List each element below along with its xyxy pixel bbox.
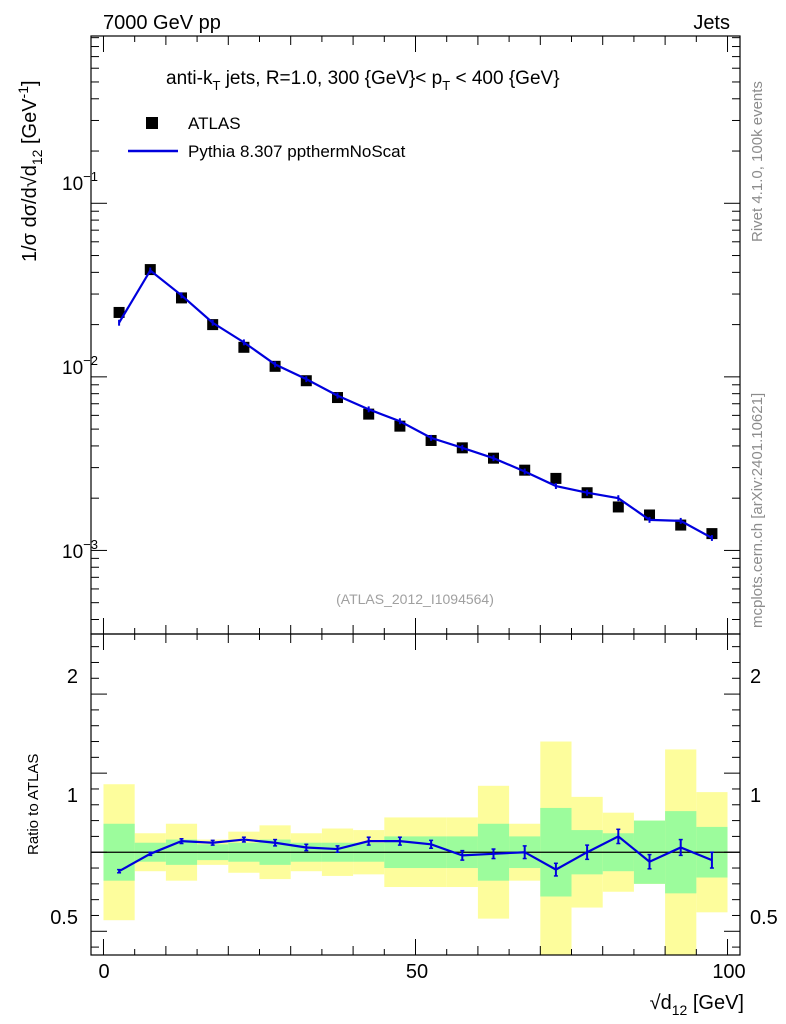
plot-title: anti-kT jets, R=1.0, 300 {GeV}< pT < 400… — [166, 68, 560, 93]
upper-mc-curve — [118, 267, 713, 541]
atlas-point-19 — [706, 528, 718, 540]
upper-tick-label-1e-1: 10−1 — [62, 169, 98, 195]
legend-data-marker — [146, 117, 158, 129]
ratio-tick-label-2-left: 2 — [67, 666, 78, 688]
ratio-tick-label-0.5-left: 0.5 — [50, 907, 78, 929]
header-right: Jets — [693, 12, 730, 34]
ratio-plot-frame — [90, 633, 741, 956]
ratio-y-axis-label: Ratio to ATLAS — [25, 754, 42, 855]
upper-tick-label-1e-2: 10−2 — [62, 353, 98, 379]
mcplots-label: mcplots.cern.ch [arXiv:2401.10621] — [749, 393, 766, 628]
analysis-tag: (ATLAS_2012_I1094564) — [336, 591, 494, 607]
upper-data-markers — [113, 264, 718, 540]
x-tick-label-0: 0 — [98, 961, 109, 983]
upper-tick-label-1e-3: 10−3 — [62, 537, 98, 563]
header-left: 7000 GeV pp — [103, 12, 221, 34]
atlas-point-8 — [363, 408, 375, 420]
x-tick-label-50: 50 — [406, 961, 428, 983]
atlas-point-0 — [113, 306, 125, 318]
mc-line — [118, 268, 713, 539]
rivet-version-label: Rivet 4.1.0, 100k events — [749, 81, 766, 242]
ratio-mc-curve — [117, 828, 714, 877]
ratio-frame-box — [90, 633, 741, 956]
x-axis-label: √d12 [GeV] — [650, 992, 744, 1018]
legend-data-label: ATLAS — [188, 114, 241, 133]
ratio-tick-label-1-left: 1 — [67, 785, 78, 807]
atlas-point-16 — [612, 501, 624, 513]
ratio-tick-label-2-right: 2 — [750, 666, 761, 688]
ratio-tick-label-0.5-right: 0.5 — [750, 907, 778, 929]
atlas-point-18 — [675, 519, 687, 531]
x-tick-label-100: 100 — [712, 961, 745, 983]
atlas-point-14 — [550, 472, 562, 484]
atlas-point-9 — [394, 420, 406, 432]
upper-y-axis-label: 1/σ dσ/d√d12 [GeV-1] — [15, 80, 45, 262]
atlas-point-4 — [238, 341, 250, 353]
atlas-point-17 — [644, 509, 656, 521]
legend-mc-label: Pythia 8.307 ppthermNoScat — [188, 142, 406, 161]
mc-ratio-line — [118, 835, 713, 873]
ratio-tick-label-1-right: 1 — [750, 785, 761, 807]
